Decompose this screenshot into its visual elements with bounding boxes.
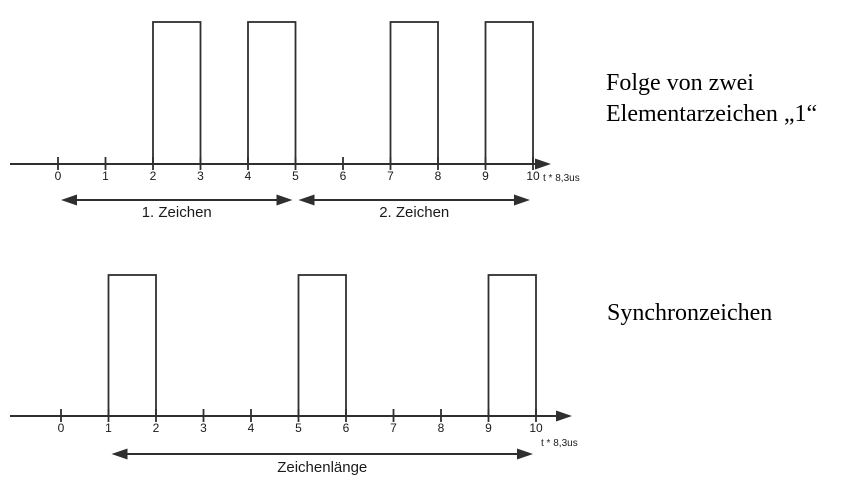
span-label: 2. Zeichen [379, 204, 449, 221]
tick-label: 6 [343, 421, 350, 435]
span-arrowhead-left-icon [61, 194, 77, 206]
tick-label: 9 [482, 169, 489, 183]
pulse-rect [297, 274, 347, 417]
tick-label: 1 [102, 169, 109, 183]
tick-label: 0 [55, 169, 62, 183]
span-label: 1. Zeichen [142, 204, 212, 221]
pulse-rect [107, 274, 157, 417]
tick-label: 3 [197, 169, 204, 183]
timing-diagram-synchronzeichen: 0 1 2 3 4 5 6 7 8 9 10 t * 8,3us Zeichenlänge [10, 274, 578, 476]
tick-label: 7 [390, 421, 397, 435]
caption-line: Synchronzeichen [607, 300, 773, 326]
axis-unit-label: t * 8,3us [541, 438, 578, 449]
tick-label: 8 [438, 421, 445, 435]
tick-label: 2 [150, 169, 157, 183]
axis-unit-label: t * 8,3us [543, 173, 580, 184]
tick-label: 7 [387, 169, 394, 183]
tick-label: 8 [435, 169, 442, 183]
tick-label: 3 [200, 421, 207, 435]
tick-label: 4 [245, 169, 252, 183]
span-label: Zeichenlänge [277, 459, 367, 476]
pulse-rect [152, 21, 202, 165]
tick-label: 10 [526, 169, 540, 183]
tick-label: 6 [340, 169, 347, 183]
caption-elementarzeichen: Folge von zwei Elementarzeichen „1“ [606, 68, 817, 130]
pulse-rect [484, 21, 534, 165]
pulse-rect [247, 21, 297, 165]
axis-arrowhead-icon [535, 158, 551, 170]
axis-arrowhead-icon [556, 410, 572, 422]
pulse-rect [487, 274, 537, 417]
caption-line: Elementarzeichen „1“ [606, 101, 818, 127]
tick-label: 10 [529, 421, 543, 435]
timing-diagram-elementarzeichen: 0 1 2 3 4 5 6 7 8 9 10 t * 8,3us 1. Zeichen 2. Zeiche… [10, 21, 580, 221]
tick-label: 5 [292, 169, 299, 183]
caption-synchronzeichen: Synchronzeichen [607, 298, 772, 329]
tick-label: 5 [295, 421, 302, 435]
span-arrowhead-right-icon [276, 194, 293, 206]
span-arrowhead-right-icon [514, 194, 530, 206]
tick-label: 1 [105, 421, 112, 435]
tick-label: 0 [58, 421, 65, 435]
pulse-rect [389, 21, 439, 165]
tick-label: 2 [153, 421, 160, 435]
span-arrowhead-left-icon [111, 448, 128, 460]
tick-label: 9 [485, 421, 492, 435]
tick-label: 4 [248, 421, 255, 435]
span-arrowhead-left-icon [298, 194, 315, 206]
span-arrowhead-right-icon [517, 448, 533, 460]
caption-line: Folge von zwei [606, 70, 754, 96]
